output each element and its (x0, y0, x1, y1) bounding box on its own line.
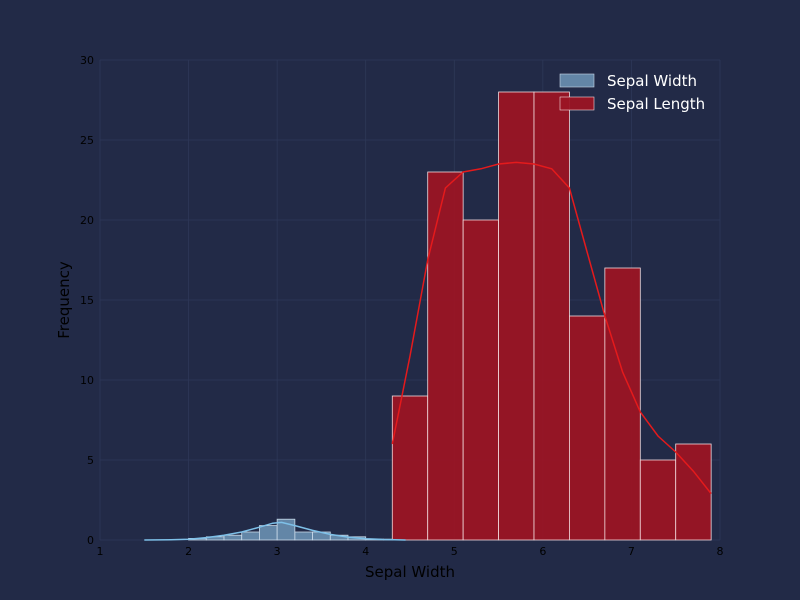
y-tick-label: 20 (80, 214, 94, 227)
x-axis-label: Sepal Width (365, 563, 455, 581)
x-tick-label: 4 (362, 545, 369, 558)
x-tick-label: 5 (451, 545, 458, 558)
x-tick-label: 6 (539, 545, 546, 558)
sepal-length-bar (640, 460, 675, 540)
x-tick-label: 1 (97, 545, 104, 558)
sepal-length-bar (428, 172, 463, 540)
x-tick-label: 3 (274, 545, 281, 558)
y-tick-label: 15 (80, 294, 94, 307)
sepal-width-bar (259, 526, 277, 540)
x-tick-label: 7 (628, 545, 635, 558)
sepal-length-bar (569, 316, 604, 540)
y-tick-label: 5 (87, 454, 94, 467)
sepal-length-legend-swatch (560, 97, 594, 110)
sepal-width-bar (224, 535, 242, 540)
sepal-length-bar (534, 92, 569, 540)
y-tick-label: 10 (80, 374, 94, 387)
sepal-length-legend-label: Sepal Length (607, 95, 705, 113)
sepal-width-legend-swatch (560, 74, 594, 87)
y-tick-label: 25 (80, 134, 94, 147)
x-tick-label: 8 (717, 545, 724, 558)
x-tick-label: 2 (185, 545, 192, 558)
sepal-length-bar (499, 92, 534, 540)
y-tick-label: 0 (87, 534, 94, 547)
y-axis-label: Frequency (55, 261, 73, 339)
sepal-width-legend-label: Sepal Width (607, 72, 697, 90)
sepal-width-bar (242, 532, 260, 540)
sepal-width-bar (295, 532, 313, 540)
y-tick-label: 30 (80, 54, 94, 67)
sepal-length-bar (605, 268, 640, 540)
sepal-length-bar (463, 220, 498, 540)
